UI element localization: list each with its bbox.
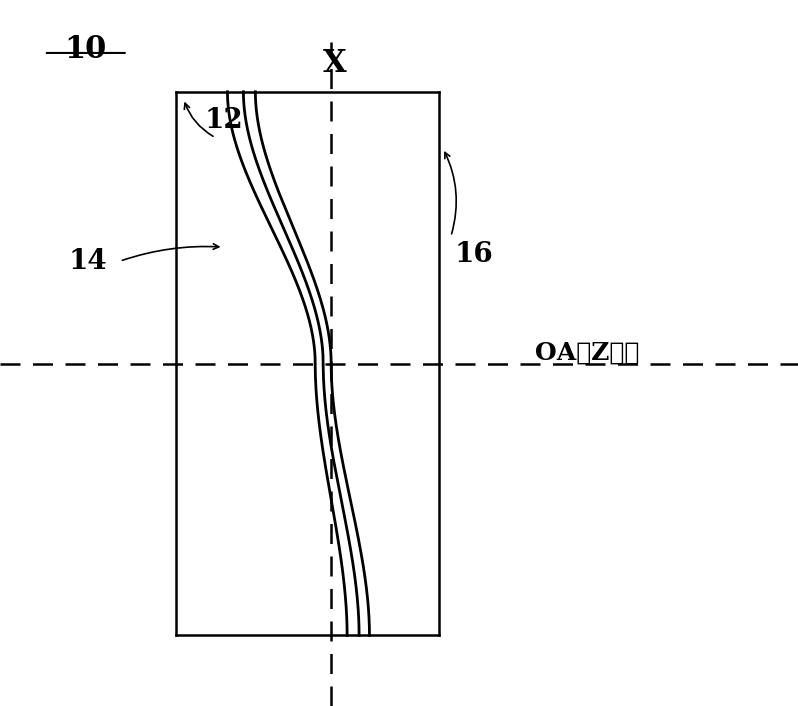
Text: 10: 10 bbox=[64, 34, 106, 65]
Text: X: X bbox=[323, 48, 347, 79]
Text: 12: 12 bbox=[204, 107, 243, 133]
Text: 16: 16 bbox=[455, 241, 494, 268]
Text: 14: 14 bbox=[69, 248, 107, 275]
Text: OA（Z轴）: OA（Z轴） bbox=[535, 341, 639, 365]
